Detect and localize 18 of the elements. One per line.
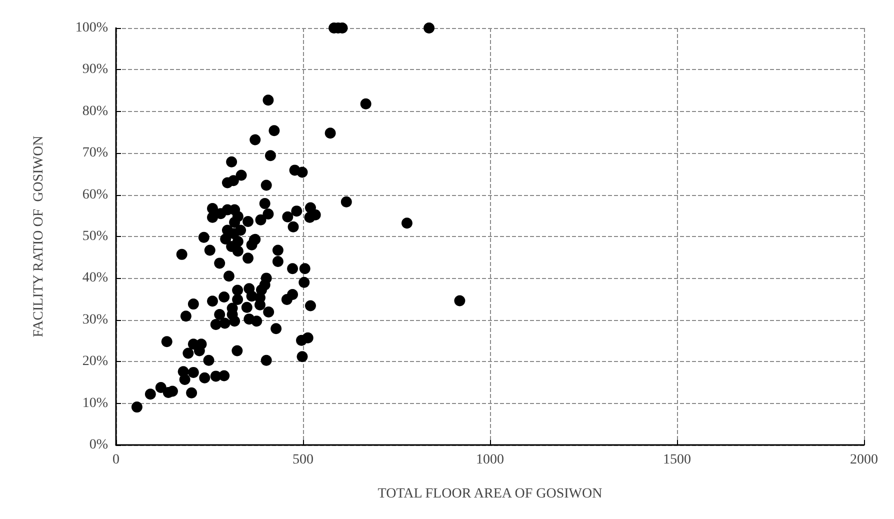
x-tick-label: 0 bbox=[112, 452, 120, 468]
x-tick-label: 2000 bbox=[850, 452, 878, 468]
y-tick-label: 40% bbox=[82, 270, 108, 286]
y-tick-label: 60% bbox=[82, 187, 108, 202]
y-tick-label: 90% bbox=[82, 62, 108, 78]
x-tick-label: 1500 bbox=[663, 452, 691, 468]
y-tick-label: 20% bbox=[82, 354, 108, 370]
y-tick-label: 30% bbox=[82, 312, 108, 328]
x-axis-title: TOTAL FLOOR AREA OF GOSIWON bbox=[378, 486, 602, 502]
y-tick-label: 100% bbox=[75, 20, 108, 36]
x-tick-label: 1000 bbox=[476, 452, 504, 468]
y-tick-label: 80% bbox=[82, 104, 108, 119]
y-axis-title: FACILITY RATIO OF GOSIWON bbox=[32, 136, 46, 338]
x-tick-label: 500 bbox=[292, 452, 314, 468]
y-tick-label: 10% bbox=[82, 396, 108, 411]
y-tick-label: 70% bbox=[82, 146, 108, 161]
y-tick-label: 50% bbox=[82, 229, 108, 244]
y-tick-label: 0% bbox=[89, 438, 108, 452]
